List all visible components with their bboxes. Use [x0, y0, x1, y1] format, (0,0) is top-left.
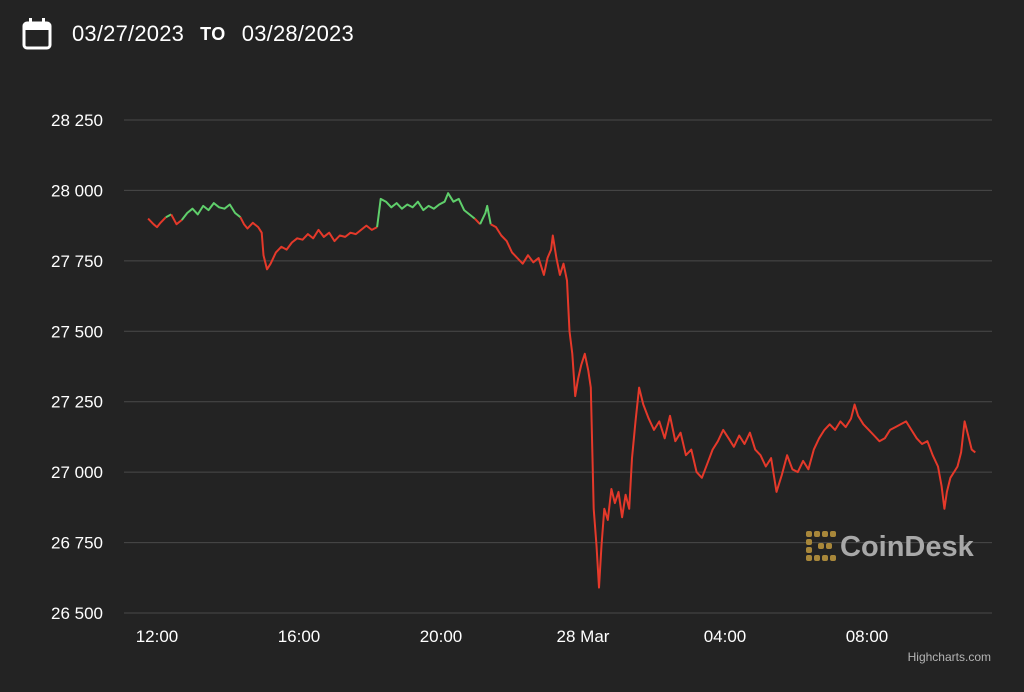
credits-link[interactable]: Highcharts.com: [908, 650, 991, 664]
logo-dot: [806, 539, 812, 545]
coindesk-watermark: CoinDesk: [806, 531, 975, 563]
series-line-up: [165, 213, 172, 219]
x-tick-label: 08:00: [846, 627, 889, 646]
series-line-down: [147, 216, 167, 229]
logo-dot: [806, 547, 812, 553]
date-to[interactable]: 03/28/2023: [241, 21, 354, 46]
series-line-down: [239, 216, 378, 271]
price-series: [147, 192, 976, 589]
date-separator: TO: [200, 23, 226, 44]
x-tick-label: 16:00: [278, 627, 321, 646]
series-line-down: [473, 217, 481, 225]
logo-dot: [806, 531, 812, 537]
series-line-down: [170, 213, 183, 226]
y-axis: 28 250 28 000 27 750 27 500 27 250 27 000 26 7…: [51, 111, 103, 623]
logo-dot: [814, 531, 820, 537]
watermark-text: CoinDesk: [840, 531, 975, 563]
x-tick-label: 20:00: [420, 627, 463, 646]
series-line-up: [479, 204, 492, 225]
x-tick-label: 12:00: [136, 627, 179, 646]
x-tick-label: 28 Mar: [557, 627, 610, 646]
logo-dot: [830, 555, 836, 561]
series-line-down: [490, 223, 976, 589]
y-tick-label: 26 750: [51, 534, 103, 553]
series-line-up: [181, 202, 242, 221]
logo-dot: [822, 555, 828, 561]
logo-dot: [814, 555, 820, 561]
logo-dot: [826, 543, 832, 549]
series-line-up: [376, 192, 476, 228]
y-tick-label: 27 750: [51, 252, 103, 271]
calendar-icon[interactable]: [22, 17, 52, 51]
x-axis: 12:00 16:00 20:00 28 Mar 04:00 08:00: [136, 627, 889, 646]
logo-dot: [830, 531, 836, 537]
x-tick-label: 04:00: [704, 627, 747, 646]
coindesk-logo-icon: [806, 531, 836, 561]
y-tick-label: 26 500: [51, 604, 103, 623]
logo-dot: [818, 543, 824, 549]
date-from[interactable]: 03/27/2023: [72, 21, 185, 46]
y-tick-label: 27 250: [51, 393, 103, 412]
logo-dot: [822, 531, 828, 537]
y-tick-label: 27 500: [51, 322, 103, 341]
y-tick-label: 28 250: [51, 111, 103, 130]
logo-dot: [806, 555, 812, 561]
date-range-bar: 03/27/2023 TO 03/28/2023: [22, 14, 354, 54]
y-tick-label: 27 000: [51, 463, 103, 482]
y-tick-label: 28 000: [51, 181, 103, 200]
